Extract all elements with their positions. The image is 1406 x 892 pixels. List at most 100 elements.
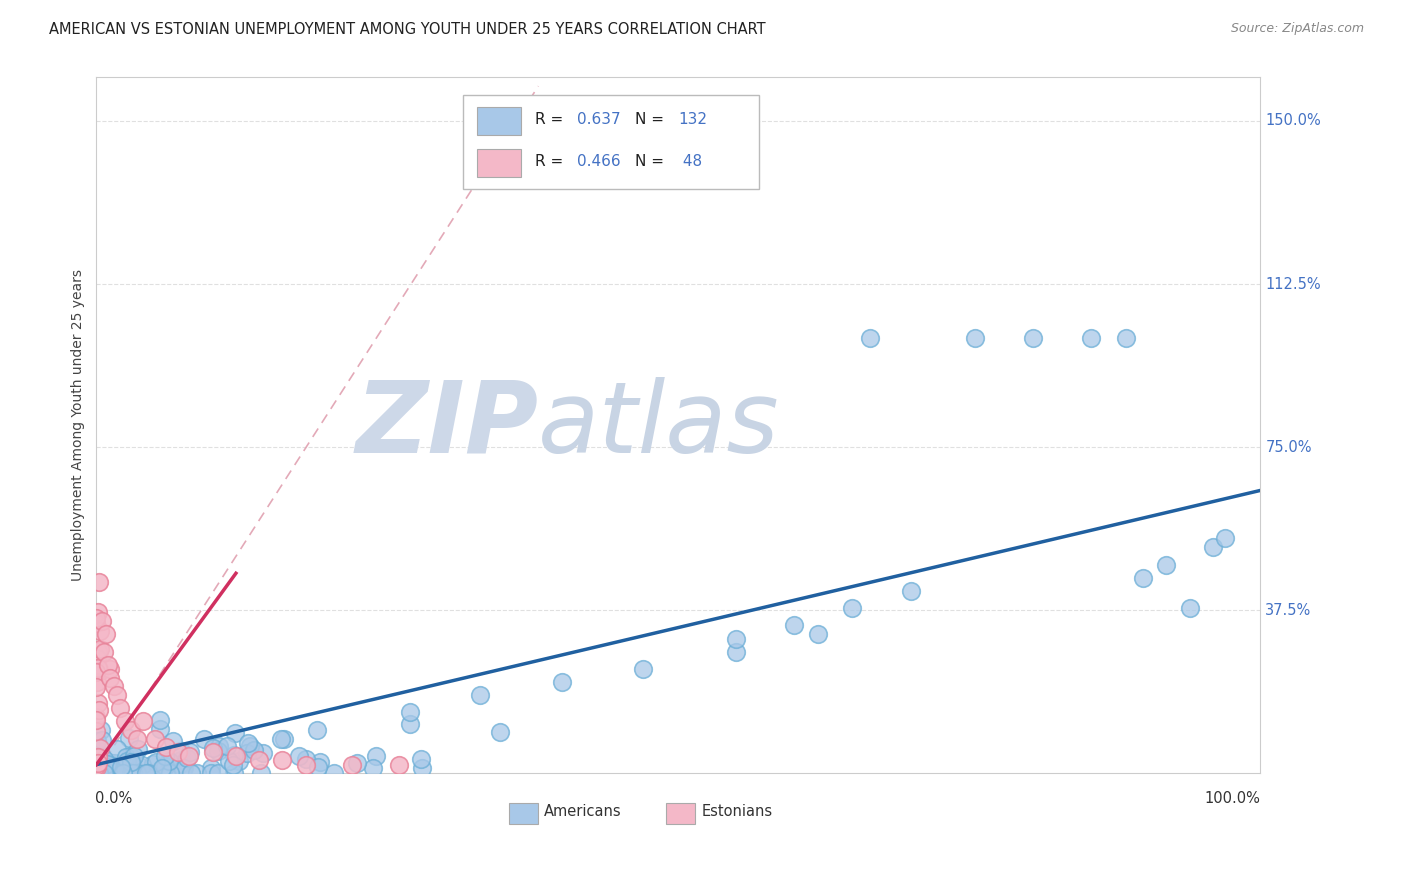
Text: R =: R = [534,154,568,169]
Point [90,723,112,737]
Text: Source: ZipAtlas.com: Source: ZipAtlas.com [1230,22,1364,36]
Point [295,752,318,766]
Point [86,714,108,728]
Point [155,740,177,755]
Text: 150.0%: 150.0% [1265,113,1322,128]
Text: 132: 132 [678,112,707,128]
Point [90,764,112,778]
Point [173,761,195,775]
Point [97,766,120,780]
Point [91,614,114,628]
Point [180,766,202,780]
Point [93,644,115,658]
Point [307,760,329,774]
Point [273,731,295,746]
Point [247,753,270,767]
Bar [509,804,538,824]
Point [87,766,110,780]
Text: Estonians: Estonians [702,804,772,819]
Y-axis label: Unemployment Among Youth under 25 years: Unemployment Among Youth under 25 years [72,269,86,582]
Point [120,766,142,780]
Point [87,575,110,590]
Point [162,734,184,748]
Point [104,764,127,779]
Point [114,750,136,764]
Point [94,627,117,641]
Point [170,744,193,758]
Point [112,766,135,780]
Point [122,748,145,763]
Point [105,688,128,702]
Point [176,750,198,764]
Point [101,756,124,770]
Point [1115,331,1137,345]
Text: AMERICAN VS ESTONIAN UNEMPLOYMENT AMONG YOUTH UNDER 25 YEARS CORRELATION CHART: AMERICAN VS ESTONIAN UNEMPLOYMENT AMONG … [49,22,766,37]
Text: Americans: Americans [544,804,621,819]
Point [91,766,114,780]
Point [170,753,193,767]
Point [86,605,108,619]
Point [201,745,224,759]
Point [252,746,274,760]
Text: 100.0%: 100.0% [1205,790,1261,805]
Point [97,760,120,774]
Point [105,766,128,780]
Point [322,765,344,780]
Point [307,723,329,737]
Point [631,662,654,676]
Point [207,766,229,780]
Point [112,762,135,776]
Point [86,675,108,690]
Point [399,706,422,720]
Point [87,749,110,764]
Point [86,650,108,665]
Point [488,724,510,739]
Text: 0.637: 0.637 [576,112,620,128]
Point [222,766,245,780]
Point [806,627,828,641]
Point [900,583,922,598]
Point [127,766,149,780]
Point [97,755,120,769]
Point [96,756,118,771]
Point [270,732,292,747]
Point [86,724,108,739]
Point [1021,331,1043,345]
Point [86,734,108,748]
Point [103,679,125,693]
Point [346,756,368,770]
Point [200,761,222,775]
Bar [477,107,520,136]
Point [86,681,108,695]
Point [201,741,224,756]
Point [93,766,115,780]
Text: 48: 48 [678,154,702,169]
Point [236,746,259,760]
Point [86,759,108,773]
Point [228,754,250,768]
Point [207,743,229,757]
Point [222,748,245,763]
Point [105,741,128,756]
Point [222,758,245,772]
Point [342,757,364,772]
Point [97,657,120,672]
Point [86,610,108,624]
Text: 112.5%: 112.5% [1265,277,1322,292]
Point [129,766,152,780]
Point [89,641,111,656]
Point [271,753,294,767]
Point [98,671,121,685]
Point [470,688,492,702]
FancyBboxPatch shape [463,95,759,189]
Point [169,757,191,772]
Point [103,759,125,773]
Point [142,756,165,771]
Point [149,713,172,727]
Point [361,761,384,775]
Point [87,756,110,771]
Point [134,766,156,780]
Point [132,714,155,728]
Point [218,754,240,768]
Point [288,748,311,763]
